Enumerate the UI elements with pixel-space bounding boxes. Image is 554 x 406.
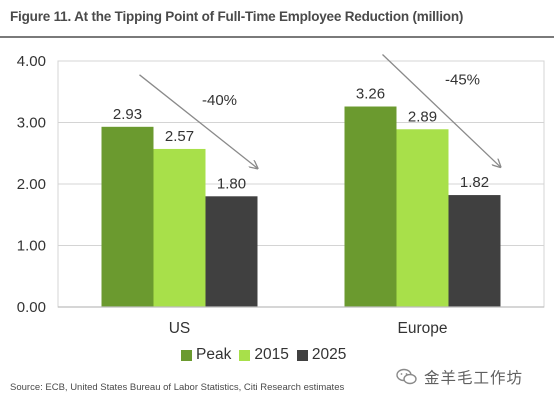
wechat-icon bbox=[396, 368, 417, 385]
bar-europe-2025 bbox=[448, 195, 501, 307]
legend-swatch-peak bbox=[181, 349, 192, 361]
x-category-label: US bbox=[169, 320, 191, 337]
data-label: 2.93 bbox=[113, 106, 142, 123]
chart-legend: Peak 2015 2025 bbox=[181, 345, 346, 365]
bar-europe-2015 bbox=[396, 129, 449, 307]
legend-label-peak: Peak bbox=[196, 346, 232, 363]
data-label: 1.80 bbox=[217, 175, 246, 192]
trend-arrow bbox=[382, 54, 501, 168]
source-note: Source: ECB, United States Bureau of Lab… bbox=[10, 382, 345, 393]
trend-arrow bbox=[139, 74, 258, 168]
legend-label-2015: 2015 bbox=[254, 346, 289, 363]
bar-europe-peak bbox=[344, 106, 397, 307]
change-annotation: -45% bbox=[445, 72, 480, 89]
legend-swatch-2015 bbox=[239, 349, 251, 361]
bar-us-2015 bbox=[153, 148, 206, 307]
data-label: 1.82 bbox=[460, 174, 489, 191]
legend-item-2025: 2025 bbox=[296, 346, 347, 364]
legend-item-2015: 2015 bbox=[239, 346, 289, 364]
y-tick-label: 1.00 bbox=[17, 238, 46, 255]
legend-item-peak: Peak bbox=[181, 346, 231, 364]
data-label: 3.26 bbox=[356, 86, 385, 103]
legend-label-2025: 2025 bbox=[311, 346, 347, 363]
data-label: 2.89 bbox=[408, 108, 437, 125]
x-category-label: Europe bbox=[398, 320, 448, 337]
bar-us-peak bbox=[101, 126, 154, 308]
data-label: 2.57 bbox=[165, 128, 194, 145]
watermark: 金羊毛工作坊 bbox=[396, 366, 523, 388]
y-tick-label: 3.00 bbox=[17, 115, 46, 132]
y-tick-label: 2.00 bbox=[17, 176, 46, 193]
watermark-text: 金羊毛工作坊 bbox=[424, 370, 524, 387]
y-tick-label: 4.00 bbox=[17, 53, 46, 70]
change-annotation: -40% bbox=[202, 92, 237, 109]
chart-title: Figure 11. At the Tipping Point of Full-… bbox=[10, 9, 464, 24]
legend-swatch-2025 bbox=[296, 349, 308, 361]
bar-us-2025 bbox=[205, 196, 258, 307]
y-tick-label: 0.00 bbox=[17, 299, 46, 316]
title-divider bbox=[0, 36, 554, 38]
